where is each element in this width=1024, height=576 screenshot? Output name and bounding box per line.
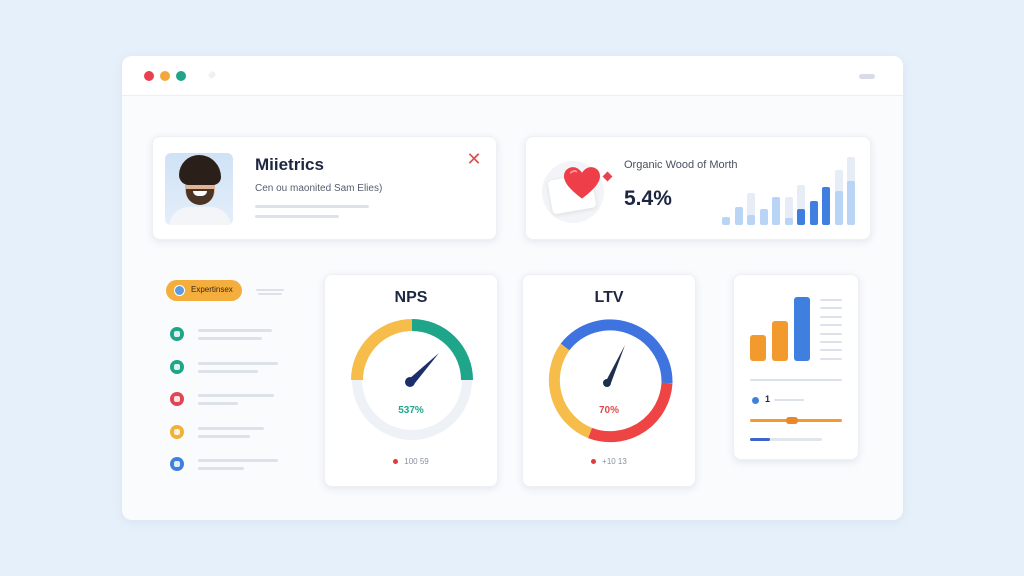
nps-value: 537% <box>398 405 424 416</box>
placeholder-line <box>198 426 264 430</box>
nps-footer: 100 59 <box>325 457 497 466</box>
sidebar-item[interactable] <box>170 423 300 443</box>
placeholder-line <box>198 329 272 332</box>
user-icon <box>170 457 184 471</box>
pencil-icon <box>170 359 184 374</box>
tab-indicator <box>207 70 217 80</box>
mini-bar <box>772 321 788 361</box>
legend-line <box>820 341 842 343</box>
avatar <box>165 153 233 225</box>
profile-subtitle: Cen ou maonited Sam Elies) <box>255 183 383 194</box>
maximize-window-button[interactable] <box>176 71 186 81</box>
legend-line <box>820 299 842 301</box>
globe-icon <box>174 285 185 296</box>
ltv-gauge <box>548 319 673 443</box>
placeholder-line <box>198 337 262 340</box>
pill-label: Expertinsex <box>191 285 233 294</box>
mini-chart-card: 1 <box>733 274 859 460</box>
sidebar-item[interactable] <box>170 325 300 345</box>
organic-card: Organic Wood of Morth 5.4% <box>525 136 871 240</box>
minimize-window-button[interactable] <box>160 71 170 81</box>
placeholder-line <box>198 459 278 462</box>
placeholder-line <box>198 467 244 470</box>
legend-line <box>820 307 842 310</box>
spark-bar-bg <box>797 185 805 225</box>
spark-bar <box>759 209 768 225</box>
ltv-footer: +10 13 <box>523 457 695 466</box>
red-dot-icon <box>393 459 399 465</box>
ltv-title: LTV <box>594 289 624 306</box>
nps-gauge <box>351 319 473 440</box>
red-dot-icon <box>591 459 597 465</box>
legend-line <box>820 349 842 352</box>
close-x-icon[interactable]: ✕ <box>466 149 482 169</box>
placeholder-line <box>198 434 250 438</box>
spark-bar <box>772 197 780 225</box>
spark-bar <box>847 181 855 225</box>
app-window: Miietrics Cen ou maonited Sam Elies) ✕ O… <box>122 56 903 520</box>
nps-card: NPS 537% 100 59 <box>324 274 498 487</box>
spark-bar <box>722 217 730 225</box>
placeholder-line <box>198 369 258 373</box>
profile-card: Miietrics Cen ou maonited Sam Elies) ✕ <box>152 136 497 240</box>
organic-label: Organic Wood of Morth <box>624 159 738 171</box>
legend-value: 1 <box>765 394 771 404</box>
sparkline-bar-chart <box>722 155 864 225</box>
spark-bar <box>822 187 830 225</box>
legend-line <box>820 332 842 335</box>
title-bar <box>122 56 903 96</box>
menu-lines <box>258 293 282 295</box>
divider <box>750 379 842 381</box>
mini-bar-chart <box>750 295 814 361</box>
window-menu-button[interactable] <box>859 74 875 79</box>
smile-icon <box>170 424 184 439</box>
sidebar-item[interactable] <box>170 390 300 410</box>
mini-bar <box>794 297 810 361</box>
progress-track <box>750 438 822 441</box>
leaf-icon <box>170 327 184 341</box>
spark-bar <box>809 201 818 225</box>
spark-bar <box>747 215 755 225</box>
progress-fill <box>750 438 770 441</box>
legend-line <box>820 315 842 318</box>
ltv-card: LTV 70% +10 13 <box>522 274 696 487</box>
legend-line <box>820 324 842 327</box>
placeholder-line <box>198 402 238 405</box>
heart-icon <box>564 167 600 199</box>
blue-dot-icon <box>752 397 759 404</box>
sidebar-item[interactable] <box>170 358 300 378</box>
organic-value: 5.4% <box>624 187 672 210</box>
spark-bar <box>734 207 743 225</box>
placeholder-line <box>198 394 274 397</box>
legend-line <box>820 357 842 360</box>
menu-lines <box>256 289 284 291</box>
nps-footer-text: 100 59 <box>404 457 429 466</box>
slider-handle[interactable] <box>786 417 798 424</box>
ltv-footer-text: +10 13 <box>602 457 627 466</box>
placeholder-line <box>255 215 339 218</box>
spark-bar-bg <box>784 197 793 225</box>
placeholder-line <box>198 361 278 365</box>
ltv-value: 70% <box>598 405 619 416</box>
placeholder-line <box>255 205 369 208</box>
mini-bar <box>750 335 766 361</box>
close-window-button[interactable] <box>144 71 154 81</box>
nps-title: NPS <box>394 289 428 306</box>
spark-bar <box>784 218 793 225</box>
spark-bar <box>834 191 843 225</box>
profile-title: Miietrics <box>255 155 324 174</box>
shield-icon <box>170 392 184 406</box>
sparkle-icon <box>602 171 613 182</box>
filter-pill-button[interactable]: Expertinsex <box>166 280 242 301</box>
envelope-icon <box>542 161 604 223</box>
placeholder-line <box>774 399 804 401</box>
sidebar-item[interactable] <box>170 455 300 475</box>
spark-bar-bg <box>747 193 755 225</box>
spark-bar <box>797 209 805 225</box>
